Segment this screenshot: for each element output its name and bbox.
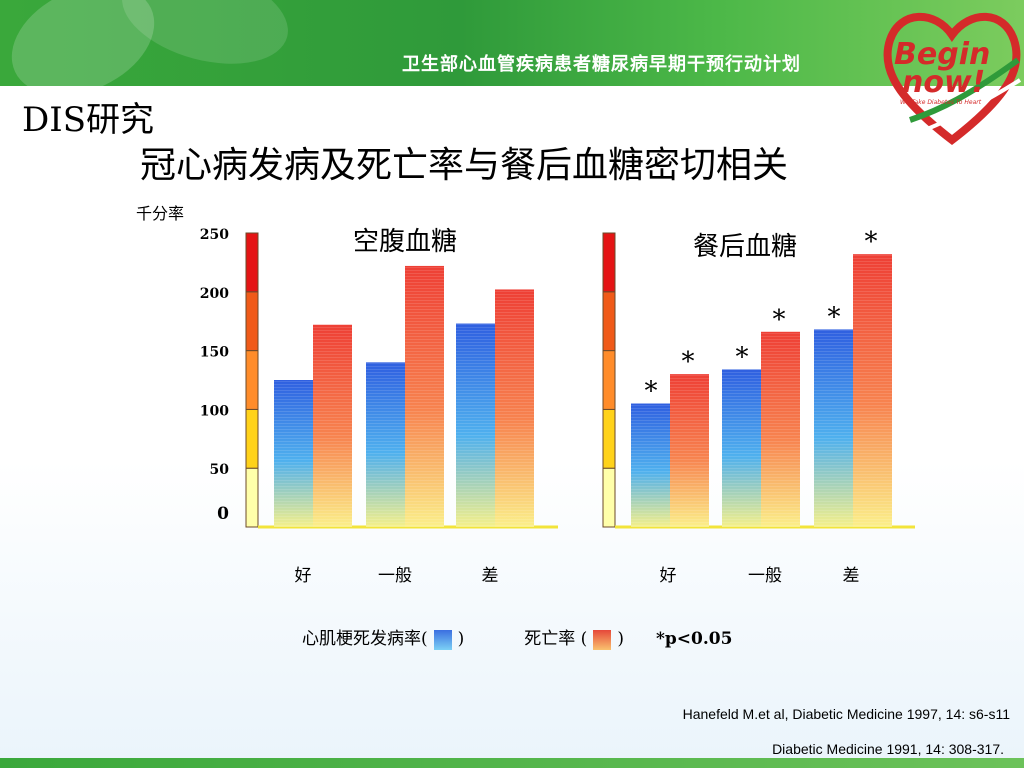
y-tick-label: 100: [200, 403, 229, 419]
scale-segment: [602, 408, 616, 469]
bar-texture: [670, 374, 709, 527]
legend-death-label: 死亡率 (: [524, 629, 588, 649]
logo-tagline: We Take Diabetes To Heart: [900, 99, 982, 106]
scale-segment: [602, 232, 616, 293]
header-title: 卫生部心血管疾病患者糖尿病早期干预行动计划: [402, 54, 801, 75]
bar-texture: [853, 254, 892, 527]
y-axis-unit-label: 千分率: [136, 204, 185, 223]
scale-segment: [245, 408, 259, 469]
scale-segment: [602, 291, 616, 352]
chart-title: 餐后血糖: [693, 232, 797, 262]
category-label: 一般: [748, 566, 782, 586]
significance-mark: *: [736, 342, 749, 372]
category-label: 好: [295, 566, 312, 586]
y-tick-label: 200: [200, 286, 229, 302]
logo-line1: Begin: [894, 37, 990, 72]
category-label: 差: [482, 566, 499, 586]
scale-segment: [602, 467, 616, 528]
bar-texture: [722, 369, 761, 527]
footer-band: [0, 758, 1024, 768]
significance-mark: *: [645, 377, 658, 407]
scale-segment: [245, 467, 259, 528]
y-tick-label: 50: [210, 462, 230, 478]
legend-mi-label: 心肌梗死发病率(: [302, 629, 428, 649]
y-tick-label: 150: [200, 345, 229, 361]
bar-texture: [366, 362, 405, 527]
legend-mi-swatch: [433, 629, 452, 650]
scale-segment: [245, 350, 259, 410]
logo-line2: now!: [902, 65, 985, 100]
significance-mark: *: [682, 347, 695, 377]
study-title: DIS研究: [22, 100, 154, 140]
bar-texture: [274, 380, 313, 527]
bar-texture: [631, 403, 670, 527]
slide-main-title: 冠心病发病及死亡率与餐后血糖密切相关: [140, 145, 789, 186]
chart-legend: 心肌梗死发病率() 死亡率 () *p<0.05: [302, 624, 732, 650]
chart-title: 空腹血糖: [353, 227, 457, 257]
category-label: 差: [843, 566, 860, 586]
bar-texture: [814, 329, 853, 527]
scale-segment: [245, 232, 259, 293]
y-tick-label: 250: [200, 227, 229, 243]
category-label: 好: [660, 566, 677, 586]
begin-now-logo: Begin now! We Take Diabetes To Heart: [883, 12, 1022, 146]
reference-2: Diabetic Medicine 1991, 14: 308-317.: [772, 741, 1004, 757]
y-tick-label: 0: [217, 504, 229, 524]
significance-note: *p<0.05: [655, 629, 733, 649]
bar-texture: [313, 324, 352, 527]
significance-mark: *: [865, 227, 878, 257]
bar-texture: [456, 323, 495, 527]
reference-1: Hanefeld M.et al, Diabetic Medicine 1997…: [682, 706, 1010, 722]
bar-texture: [405, 265, 444, 527]
legend-mi-close: ): [457, 629, 465, 649]
bar-texture: [495, 289, 534, 527]
legend-death-swatch: [593, 629, 612, 650]
scale-segment: [245, 291, 259, 352]
significance-mark: *: [828, 302, 841, 332]
legend-death-close: ): [617, 629, 624, 649]
header-band: 卫生部心血管疾病患者糖尿病早期干预行动计划: [0, 0, 1024, 118]
scale-segment: [602, 350, 616, 410]
bar-texture: [761, 331, 800, 527]
category-label: 一般: [378, 566, 412, 586]
significance-mark: *: [773, 305, 786, 335]
